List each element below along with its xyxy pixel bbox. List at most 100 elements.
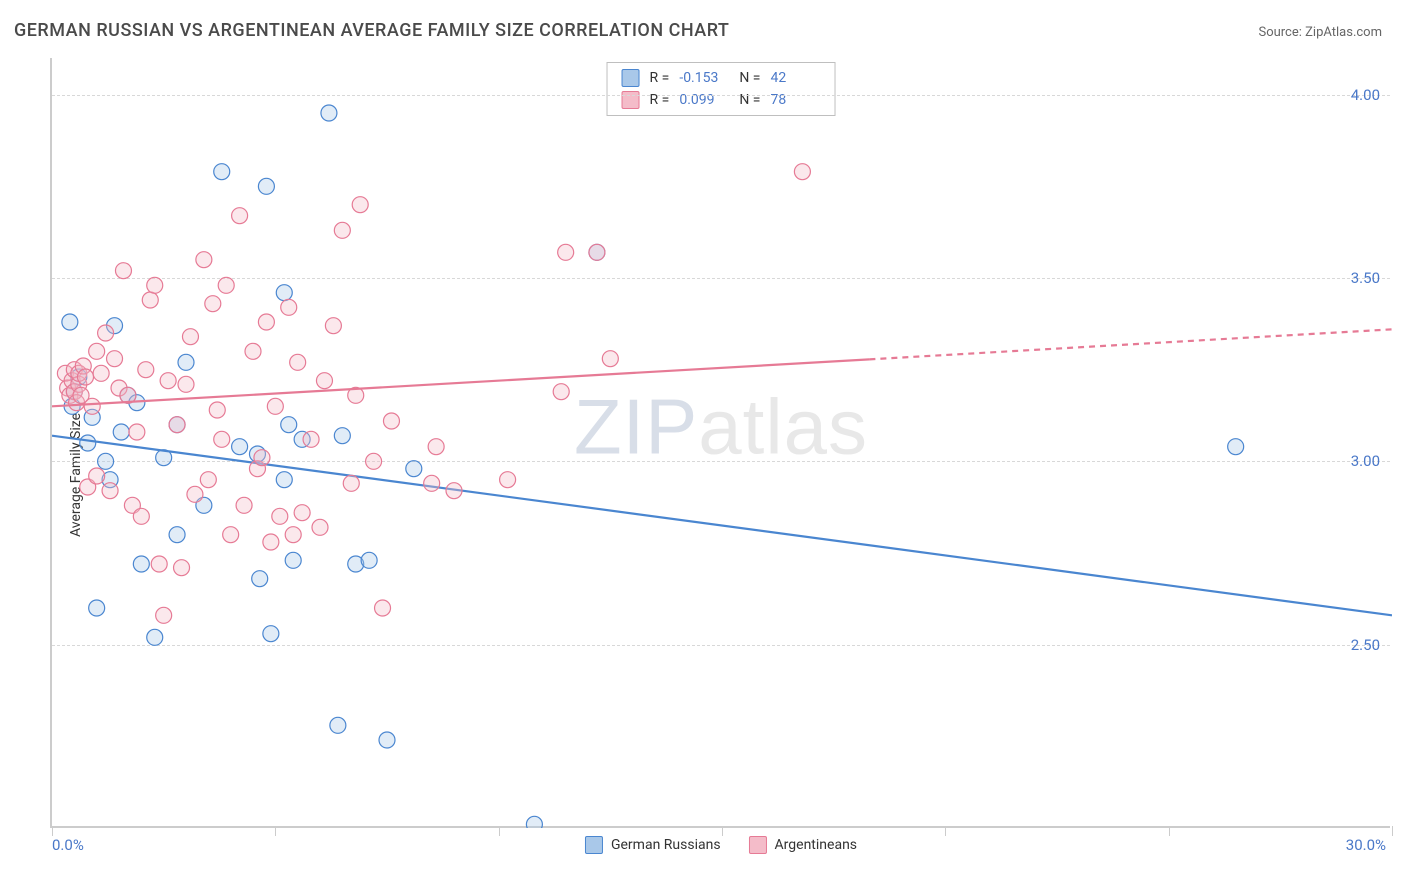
data-point: [602, 351, 618, 367]
data-point: [285, 552, 301, 568]
data-point: [1228, 439, 1244, 455]
series-legend-label: German Russians: [611, 837, 721, 853]
series-legend-label: Argentineans: [775, 837, 857, 853]
data-point: [174, 560, 190, 576]
data-point: [334, 428, 350, 444]
data-point: [205, 296, 221, 312]
source-label: Source: ZipAtlas.com: [1258, 25, 1382, 40]
data-point: [218, 277, 234, 293]
data-point: [178, 376, 194, 392]
data-point: [553, 384, 569, 400]
data-point: [98, 325, 114, 341]
data-point: [446, 483, 462, 499]
data-point: [133, 508, 149, 524]
data-point: [321, 105, 337, 121]
data-point: [129, 424, 145, 440]
data-point: [258, 178, 274, 194]
data-point: [196, 252, 212, 268]
data-point: [102, 483, 118, 499]
data-point: [160, 373, 176, 389]
legend-swatch-icon: [585, 836, 603, 854]
data-point: [794, 164, 810, 180]
data-point: [151, 556, 167, 572]
data-point: [325, 318, 341, 334]
data-point: [133, 556, 149, 572]
data-point: [285, 527, 301, 543]
data-point: [169, 527, 185, 543]
data-point: [98, 453, 114, 469]
data-point: [406, 461, 422, 477]
data-point: [281, 299, 297, 315]
data-point: [267, 398, 283, 414]
data-point: [276, 472, 292, 488]
data-point: [89, 600, 105, 616]
data-point: [156, 607, 172, 623]
data-point: [316, 373, 332, 389]
data-point: [93, 365, 109, 381]
chart-container: Average Family Size ZIPatlas R =-0.153N …: [14, 58, 1406, 892]
data-point: [428, 439, 444, 455]
data-point: [209, 402, 225, 418]
data-point: [147, 629, 163, 645]
data-point: [252, 571, 268, 587]
data-point: [187, 486, 203, 502]
data-point: [258, 314, 274, 330]
data-point: [78, 369, 94, 385]
data-point: [558, 244, 574, 260]
data-point: [113, 424, 129, 440]
data-point: [526, 816, 542, 828]
data-point: [142, 292, 158, 308]
data-point: [232, 208, 248, 224]
data-point: [294, 505, 310, 521]
x-tick: [1392, 826, 1393, 836]
data-point: [290, 354, 306, 370]
data-point: [334, 222, 350, 238]
data-point: [169, 417, 185, 433]
data-point: [89, 343, 105, 359]
data-point: [281, 417, 297, 433]
data-point: [263, 626, 279, 642]
data-point: [366, 453, 382, 469]
data-point: [330, 717, 346, 733]
series-legend-item: Argentineans: [749, 836, 857, 854]
data-point: [500, 472, 516, 488]
data-point: [424, 475, 440, 491]
data-point: [361, 552, 377, 568]
scatter-svg: [52, 58, 1392, 828]
data-point: [383, 413, 399, 429]
data-point: [147, 277, 163, 293]
data-point: [343, 475, 359, 491]
data-point: [379, 732, 395, 748]
chart-title: GERMAN RUSSIAN VS ARGENTINEAN AVERAGE FA…: [14, 20, 729, 41]
data-point: [214, 164, 230, 180]
data-point: [276, 285, 292, 301]
data-point: [115, 263, 131, 279]
legend-swatch-icon: [749, 836, 767, 854]
trend-line-dashed: [869, 329, 1392, 359]
x-axis-min-label: 0.0%: [52, 836, 84, 854]
data-point: [80, 435, 96, 451]
data-point: [236, 497, 252, 513]
data-point: [84, 398, 100, 414]
series-legend-item: German Russians: [585, 836, 721, 854]
data-point: [245, 343, 261, 359]
series-legend: German Russians Argentineans: [585, 836, 857, 854]
data-point: [375, 600, 391, 616]
data-point: [178, 354, 194, 370]
data-point: [62, 314, 78, 330]
data-point: [223, 527, 239, 543]
data-point: [272, 508, 288, 524]
plot-area: ZIPatlas R =-0.153N =42R =0.099N =78 0.0…: [50, 58, 1390, 828]
data-point: [182, 329, 198, 345]
data-point: [89, 468, 105, 484]
data-point: [589, 244, 605, 260]
data-point: [303, 431, 319, 447]
data-point: [138, 362, 154, 378]
data-point: [232, 439, 248, 455]
data-point: [254, 450, 270, 466]
data-point: [352, 197, 368, 213]
data-point: [263, 534, 279, 550]
x-axis-max-label: 30.0%: [1346, 836, 1386, 854]
data-point: [312, 519, 328, 535]
data-point: [107, 351, 123, 367]
